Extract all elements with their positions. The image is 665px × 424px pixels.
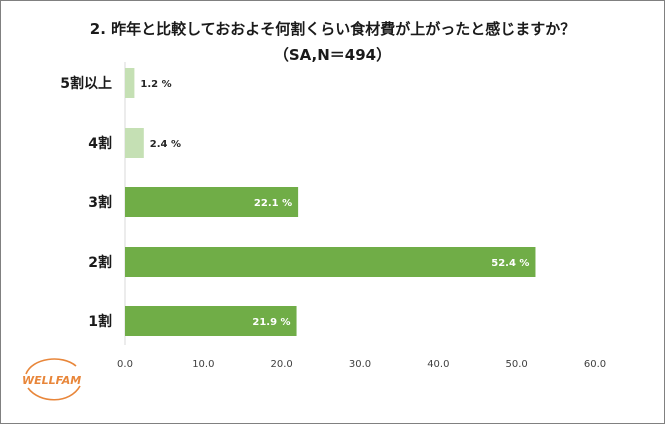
logo-arc-top	[25, 358, 77, 375]
category-label: 4割	[88, 135, 112, 152]
wellfam-logo: WELLFAM	[22, 358, 81, 401]
value-label: 1.2 %	[140, 79, 171, 90]
bar	[125, 128, 144, 158]
category-label: 2割	[88, 254, 112, 271]
x-tick-label: 50.0	[506, 359, 528, 370]
chart-subtitle: （SA,N＝494）	[273, 46, 392, 64]
x-tick-label: 60.0	[584, 359, 606, 370]
bar	[125, 247, 536, 277]
x-tick-label: 30.0	[349, 359, 371, 370]
x-tick-label: 0.0	[117, 359, 133, 370]
value-label: 2.4 %	[150, 139, 181, 150]
value-label: 22.1 %	[254, 198, 292, 209]
value-label: 52.4 %	[491, 258, 529, 269]
category-label: 3割	[88, 194, 112, 211]
bar	[125, 68, 135, 98]
chart-title: 2. 昨年と比較しておおよそ何割くらい食材費が上がったと感じますか？	[89, 20, 576, 38]
bar	[125, 306, 297, 336]
category-label: 5割以上	[60, 75, 112, 92]
x-tick-label: 20.0	[271, 359, 293, 370]
logo-text: WELLFAM	[22, 374, 81, 387]
value-label: 21.9 %	[252, 317, 290, 328]
x-tick-label: 40.0	[427, 359, 449, 370]
bar	[125, 187, 299, 217]
category-label: 1割	[88, 313, 112, 330]
x-tick-label: 10.0	[192, 359, 214, 370]
logo-arc-bottom	[27, 385, 81, 401]
